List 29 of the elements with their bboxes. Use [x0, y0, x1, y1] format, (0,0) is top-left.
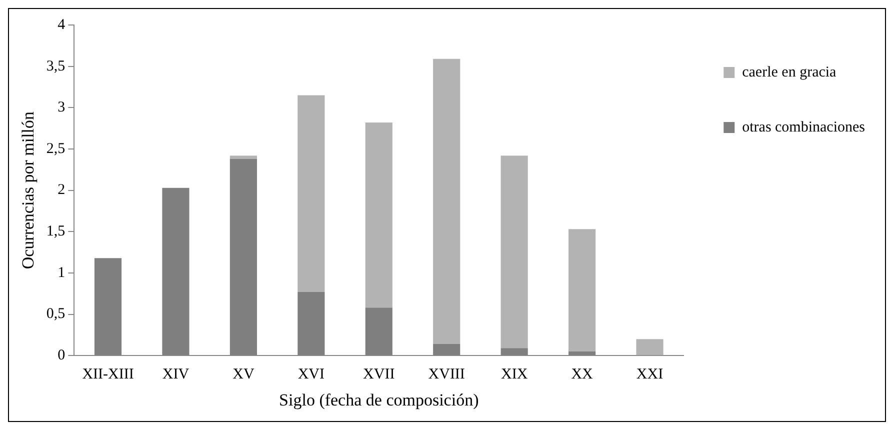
bar — [230, 156, 257, 159]
bar — [568, 229, 596, 352]
y-tick-label: 2,5 — [46, 140, 66, 157]
y-tick-label: 4 — [58, 16, 66, 33]
bar — [365, 122, 392, 308]
x-tick-label: XV — [232, 366, 254, 383]
x-tick-label: XX — [571, 366, 594, 383]
bar — [636, 339, 664, 356]
y-tick-label: 0 — [58, 348, 66, 364]
x-tick-label: XIV — [162, 366, 190, 383]
legend-label: caerle en gracia — [742, 64, 837, 80]
bar — [298, 95, 325, 292]
y-tick-label: 1 — [58, 264, 66, 281]
bar — [433, 58, 460, 344]
x-axis-title: Siglo (fecha de composición) — [279, 390, 479, 410]
x-tick-label: XVI — [298, 366, 325, 383]
y-axis-title: Ocurrencias por millón — [18, 110, 38, 270]
y-tick-label: 0,5 — [46, 306, 66, 322]
bar — [500, 156, 528, 348]
x-tick-label: XVIII — [428, 366, 465, 383]
legend-label: otras combinaciones — [742, 119, 866, 136]
y-tick-label: 1,5 — [46, 224, 66, 240]
y-tick-label: 3 — [58, 100, 66, 116]
x-tick-label: XXI — [636, 366, 664, 383]
x-tick-label: XVII — [363, 366, 395, 383]
x-tick-label: XII-XIII — [82, 366, 134, 383]
y-tick-label: 3,5 — [46, 58, 66, 74]
x-tick-label: XIX — [500, 366, 528, 383]
y-tick-label: 2 — [58, 182, 66, 198]
